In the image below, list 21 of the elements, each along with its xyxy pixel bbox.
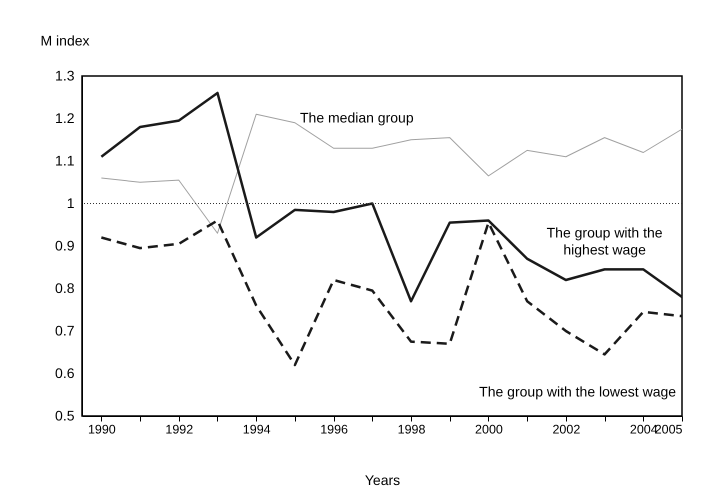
y-tick-label: 0.6 <box>55 365 75 381</box>
y-axis-title: M index <box>40 32 90 48</box>
annotation: The group with the lowest wage <box>479 384 676 400</box>
x-tick-label: 2002 <box>552 422 580 436</box>
y-tick-label: 0.8 <box>55 280 75 296</box>
x-axis-title: Years <box>364 472 400 488</box>
x-tick-label: 1990 <box>88 422 116 436</box>
x-tick-label: 1992 <box>165 422 194 436</box>
x-tick-label: 1994 <box>242 422 271 436</box>
y-tick-label: 1.3 <box>55 68 75 84</box>
x-tick-label: 2000 <box>475 422 503 436</box>
y-tick-label: 0.9 <box>55 238 75 254</box>
x-tick-label: 1998 <box>398 422 426 436</box>
annotation: The median group <box>300 110 414 126</box>
y-tick-label: 1.1 <box>55 152 75 168</box>
y-tick-label: 0.7 <box>55 322 75 338</box>
y-tick-label: 1 <box>66 195 75 211</box>
y-tick-label: 1.2 <box>55 110 75 126</box>
annotation: The group with the highest wage <box>546 224 663 258</box>
y-tick-label: 0.5 <box>55 408 75 424</box>
x-tick-label: 1996 <box>320 422 348 436</box>
